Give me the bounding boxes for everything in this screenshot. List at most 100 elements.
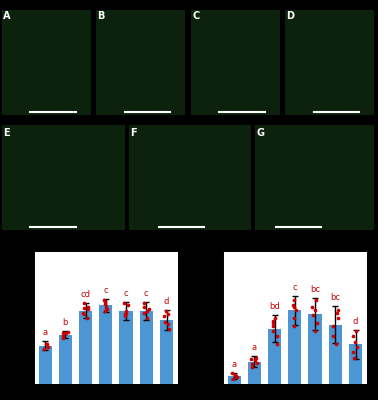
Point: [293, 307, 299, 313]
Point: [144, 308, 150, 314]
Point: [43, 341, 49, 348]
Point: [252, 357, 258, 364]
Point: [101, 296, 107, 303]
Point: [334, 310, 340, 316]
Point: [234, 374, 240, 381]
Point: [309, 304, 315, 311]
Point: [254, 360, 260, 366]
FancyBboxPatch shape: [191, 10, 280, 115]
Point: [163, 308, 169, 314]
Y-axis label: Projected area
(mm²): Projected area (mm²): [185, 285, 205, 351]
Point: [123, 308, 129, 314]
Bar: [329, 325, 342, 384]
Point: [312, 328, 318, 334]
Point: [141, 304, 147, 310]
Point: [165, 311, 171, 318]
Point: [230, 376, 236, 382]
Point: [166, 320, 172, 327]
Point: [103, 304, 109, 310]
Point: [232, 372, 238, 378]
Point: [123, 309, 129, 316]
Point: [354, 344, 360, 350]
Point: [122, 313, 128, 319]
Text: a: a: [252, 343, 257, 352]
Point: [249, 364, 255, 370]
FancyBboxPatch shape: [255, 125, 374, 230]
Text: A: A: [3, 11, 11, 21]
Point: [249, 361, 255, 367]
Text: c: c: [124, 288, 129, 298]
Text: C: C: [192, 11, 199, 21]
Bar: [79, 311, 92, 384]
Point: [330, 323, 336, 329]
Text: a: a: [43, 328, 48, 337]
Point: [146, 306, 152, 312]
Text: c: c: [144, 288, 149, 298]
Point: [80, 309, 86, 316]
Point: [351, 354, 357, 361]
Point: [85, 306, 91, 312]
Point: [352, 328, 358, 334]
Point: [330, 333, 336, 340]
Point: [270, 318, 276, 324]
Point: [41, 346, 47, 352]
Bar: [288, 310, 301, 384]
Point: [60, 333, 66, 340]
Text: B: B: [98, 11, 105, 21]
Text: b: b: [63, 318, 68, 327]
Point: [162, 318, 168, 325]
FancyBboxPatch shape: [96, 10, 185, 115]
Point: [229, 370, 235, 377]
Point: [291, 323, 297, 329]
Point: [84, 315, 90, 321]
Point: [335, 307, 341, 313]
Point: [291, 296, 297, 303]
Point: [45, 343, 51, 350]
Point: [102, 308, 108, 314]
Text: G: G: [256, 128, 264, 138]
Text: D: D: [287, 11, 294, 21]
FancyBboxPatch shape: [2, 125, 125, 230]
Point: [166, 326, 172, 332]
Bar: [160, 320, 173, 384]
Text: I: I: [183, 242, 187, 252]
Point: [270, 323, 276, 329]
Point: [63, 330, 69, 337]
Point: [248, 356, 254, 362]
Point: [81, 300, 87, 306]
Text: cd: cd: [81, 290, 91, 299]
Point: [102, 298, 108, 305]
FancyBboxPatch shape: [2, 10, 91, 115]
Point: [291, 315, 297, 321]
Point: [43, 340, 50, 347]
Text: bd: bd: [269, 302, 280, 311]
Text: E: E: [3, 128, 10, 138]
Point: [335, 315, 341, 321]
Point: [274, 333, 280, 340]
Point: [102, 301, 108, 307]
Bar: [248, 362, 261, 384]
Point: [290, 302, 296, 308]
Point: [104, 306, 110, 312]
Point: [65, 329, 71, 335]
Text: a: a: [232, 360, 237, 370]
Point: [310, 312, 316, 318]
Point: [81, 311, 87, 318]
Point: [313, 296, 319, 303]
Bar: [99, 305, 112, 384]
Bar: [140, 311, 153, 384]
Point: [291, 304, 297, 311]
Point: [125, 302, 131, 308]
Text: bc: bc: [310, 285, 320, 294]
Point: [60, 330, 66, 336]
Point: [352, 338, 358, 345]
Bar: [39, 346, 52, 384]
Point: [121, 300, 127, 306]
Text: d: d: [353, 317, 358, 326]
Point: [270, 320, 276, 326]
Bar: [308, 314, 322, 384]
Point: [312, 307, 318, 313]
Point: [122, 311, 128, 318]
Point: [144, 315, 150, 321]
Bar: [119, 311, 133, 384]
